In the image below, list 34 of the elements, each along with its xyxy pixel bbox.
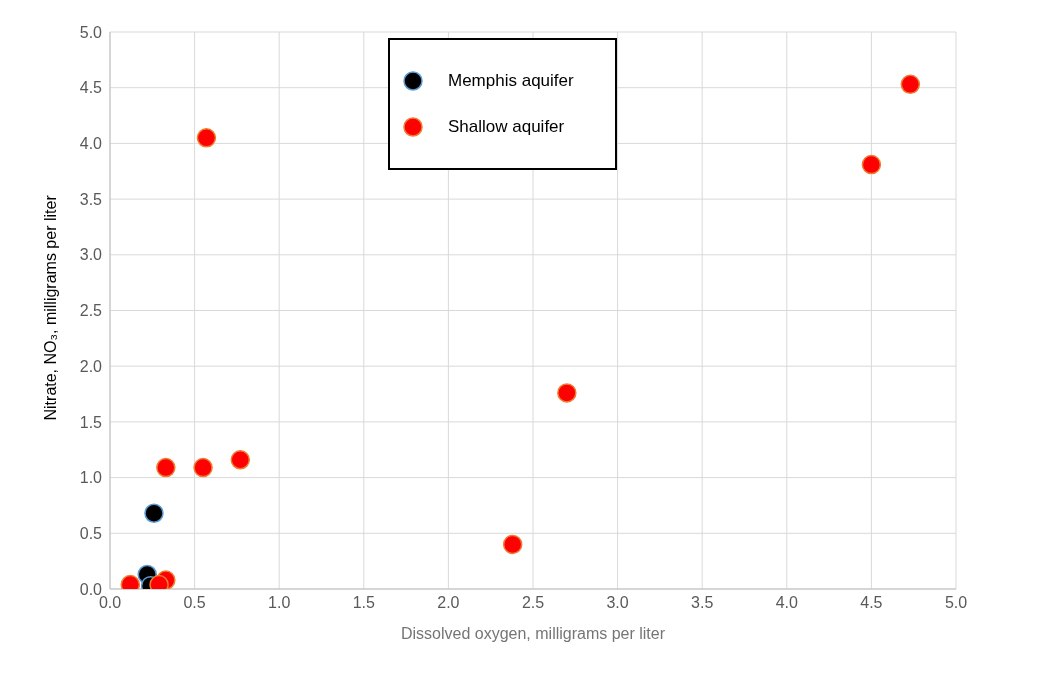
x-tick-label: 2.0 bbox=[437, 594, 460, 612]
point bbox=[144, 503, 164, 523]
y-tick-label: 1.0 bbox=[79, 469, 103, 487]
legend-label: Shallow aquifer bbox=[448, 117, 565, 137]
x-tick-label: 4.5 bbox=[860, 594, 883, 612]
point bbox=[557, 383, 577, 403]
point bbox=[193, 457, 213, 478]
y-tick-label: 0.5 bbox=[79, 524, 103, 542]
y-tick-label: 2.0 bbox=[79, 357, 103, 375]
x-tick-label: 0.5 bbox=[183, 594, 206, 612]
x-tick-label: 0.0 bbox=[98, 594, 122, 612]
x-axis-title: Dissolved oxygen, milligrams per liter bbox=[400, 625, 666, 642]
x-tick-label: 5.0 bbox=[944, 594, 968, 612]
x-tick-label: 1.5 bbox=[352, 594, 376, 612]
point bbox=[156, 457, 176, 478]
x-tick-label: 2.5 bbox=[521, 594, 545, 612]
y-tick-label: 1.5 bbox=[79, 413, 103, 431]
x-tick-label: 4.0 bbox=[775, 594, 799, 612]
x-tick-label: 3.5 bbox=[691, 594, 714, 612]
point bbox=[196, 128, 217, 148]
point bbox=[861, 154, 882, 175]
y-tick-label: 4.0 bbox=[79, 135, 103, 153]
y-tick-label: 3.0 bbox=[79, 246, 103, 264]
y-axis-title: Nitrate, NO₃, milligrams per liter bbox=[41, 194, 59, 421]
point bbox=[230, 450, 251, 470]
y-tick-label: 2.5 bbox=[79, 302, 103, 320]
y-tick-label: 3.5 bbox=[79, 190, 103, 208]
point bbox=[900, 74, 921, 95]
legend-label: Memphis aquifer bbox=[448, 71, 574, 91]
y-tick-label: 5.0 bbox=[79, 23, 103, 41]
y-tick-label: 4.5 bbox=[79, 79, 103, 97]
x-tick-label: 1.0 bbox=[268, 594, 291, 612]
x-tick-label: 3.0 bbox=[606, 594, 629, 612]
point bbox=[502, 534, 523, 555]
